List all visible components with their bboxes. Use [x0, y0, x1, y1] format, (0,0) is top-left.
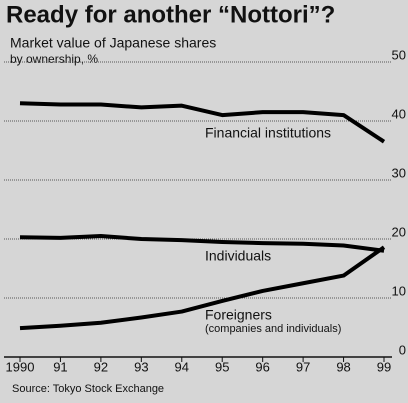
chart-subtitle: Market value of Japanese shares [10, 35, 216, 51]
y-axis-label: by ownership, % [10, 52, 98, 66]
series-line [19, 101, 386, 144]
series-label: Foreigners [205, 307, 272, 323]
series-line [19, 245, 386, 331]
y-tick-label: 0 [399, 342, 406, 357]
y-tick-label: 40 [392, 106, 406, 121]
x-tick-label: 97 [296, 359, 310, 374]
series-label: Individuals [205, 248, 271, 264]
x-tick-label: 94 [175, 359, 189, 374]
x-tick-label: 91 [53, 359, 67, 374]
y-tick-label: 30 [392, 165, 406, 180]
x-tick-label: 92 [94, 359, 108, 374]
x-tick-label: 96 [255, 359, 269, 374]
x-tick-label: 98 [336, 359, 350, 374]
x-tick-label: 1990 [6, 359, 35, 374]
series-line [19, 234, 385, 253]
series-label: Financial institutions [205, 125, 331, 141]
y-tick-label: 10 [392, 283, 406, 298]
y-tick-label: 50 [392, 47, 406, 62]
y-tick-label: 20 [392, 224, 406, 239]
x-tick-label: 93 [134, 359, 148, 374]
chart-title: Ready for another “Nottori”? [6, 1, 335, 28]
x-tick-label: 95 [215, 359, 229, 374]
annotation: (companies and individuals) [205, 323, 341, 335]
source: Source: Tokyo Stock Exchange [12, 383, 164, 395]
x-tick-label: 99 [377, 359, 391, 374]
